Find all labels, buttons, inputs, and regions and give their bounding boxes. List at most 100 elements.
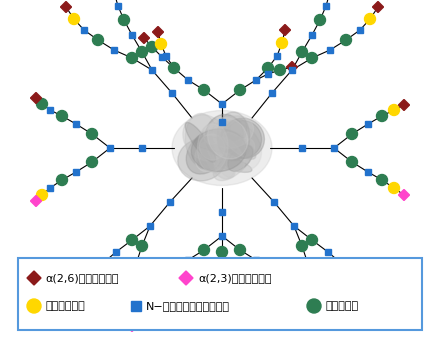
Circle shape bbox=[341, 34, 352, 46]
Ellipse shape bbox=[223, 118, 264, 158]
Circle shape bbox=[155, 38, 166, 50]
Circle shape bbox=[315, 15, 326, 26]
Bar bbox=[81, 27, 87, 33]
Circle shape bbox=[275, 290, 286, 302]
Ellipse shape bbox=[196, 130, 218, 158]
Circle shape bbox=[307, 52, 318, 64]
Text: ガラクトース: ガラクトース bbox=[45, 301, 85, 311]
Circle shape bbox=[364, 14, 375, 24]
Circle shape bbox=[307, 299, 321, 313]
Ellipse shape bbox=[210, 121, 231, 143]
Circle shape bbox=[87, 129, 98, 139]
Text: α(2,3)結合シアル酸: α(2,3)結合シアル酸 bbox=[198, 273, 271, 283]
Polygon shape bbox=[61, 1, 72, 13]
Ellipse shape bbox=[201, 152, 252, 172]
Text: マンノース: マンノース bbox=[325, 301, 358, 311]
Bar bbox=[185, 257, 191, 263]
Circle shape bbox=[276, 37, 287, 49]
Ellipse shape bbox=[213, 131, 239, 179]
Polygon shape bbox=[157, 303, 168, 313]
Bar bbox=[327, 47, 333, 53]
Circle shape bbox=[216, 246, 227, 257]
Circle shape bbox=[81, 283, 92, 293]
Ellipse shape bbox=[217, 134, 244, 155]
Polygon shape bbox=[139, 33, 150, 44]
Circle shape bbox=[125, 306, 136, 318]
Polygon shape bbox=[30, 195, 41, 206]
Ellipse shape bbox=[178, 139, 226, 181]
Ellipse shape bbox=[228, 145, 253, 171]
Circle shape bbox=[389, 104, 400, 116]
Circle shape bbox=[307, 274, 318, 286]
Bar bbox=[219, 209, 225, 215]
Ellipse shape bbox=[185, 114, 220, 168]
Ellipse shape bbox=[203, 134, 237, 179]
Bar bbox=[165, 281, 171, 287]
Bar bbox=[89, 273, 95, 279]
Polygon shape bbox=[399, 100, 410, 110]
Bar bbox=[219, 101, 225, 107]
Circle shape bbox=[307, 235, 318, 245]
Bar bbox=[73, 169, 79, 175]
Ellipse shape bbox=[186, 131, 227, 174]
Circle shape bbox=[263, 267, 274, 277]
Bar bbox=[133, 261, 139, 267]
Text: α(2,6)結合シアル酸: α(2,6)結合シアル酸 bbox=[45, 273, 118, 283]
Ellipse shape bbox=[194, 137, 237, 152]
Bar bbox=[299, 145, 305, 151]
Circle shape bbox=[69, 14, 80, 24]
Circle shape bbox=[147, 41, 158, 52]
Bar bbox=[365, 121, 371, 127]
Circle shape bbox=[136, 47, 147, 57]
Bar bbox=[147, 223, 153, 229]
Bar bbox=[127, 293, 133, 299]
Circle shape bbox=[235, 244, 246, 255]
Bar bbox=[18, 258, 422, 330]
Ellipse shape bbox=[213, 138, 255, 181]
Circle shape bbox=[275, 65, 286, 75]
Bar bbox=[349, 273, 355, 279]
Circle shape bbox=[297, 240, 308, 252]
Circle shape bbox=[127, 274, 138, 286]
Bar bbox=[289, 67, 295, 73]
Circle shape bbox=[96, 258, 107, 270]
Ellipse shape bbox=[217, 112, 249, 161]
Polygon shape bbox=[279, 24, 290, 35]
Ellipse shape bbox=[197, 146, 249, 165]
Circle shape bbox=[127, 235, 138, 245]
Ellipse shape bbox=[203, 134, 230, 159]
Ellipse shape bbox=[215, 137, 244, 171]
Circle shape bbox=[235, 85, 246, 96]
Bar bbox=[115, 3, 121, 9]
Bar bbox=[47, 107, 53, 113]
Text: N−アセチルグルコサミン: N−アセチルグルコサミン bbox=[146, 301, 230, 311]
Bar bbox=[167, 199, 173, 205]
Ellipse shape bbox=[196, 139, 212, 170]
Circle shape bbox=[347, 156, 357, 168]
Circle shape bbox=[263, 63, 274, 73]
Circle shape bbox=[377, 174, 388, 186]
Bar bbox=[274, 53, 280, 59]
Bar bbox=[253, 257, 259, 263]
Bar bbox=[219, 233, 225, 239]
Bar bbox=[273, 281, 279, 287]
Ellipse shape bbox=[207, 127, 231, 162]
Circle shape bbox=[118, 15, 129, 26]
Circle shape bbox=[297, 47, 308, 57]
Ellipse shape bbox=[208, 117, 248, 159]
Circle shape bbox=[311, 305, 322, 316]
Ellipse shape bbox=[185, 122, 216, 162]
Ellipse shape bbox=[204, 124, 221, 144]
Ellipse shape bbox=[198, 153, 228, 169]
Ellipse shape bbox=[203, 130, 221, 164]
Circle shape bbox=[337, 258, 348, 270]
Ellipse shape bbox=[209, 120, 242, 159]
Circle shape bbox=[389, 183, 400, 193]
Ellipse shape bbox=[198, 123, 228, 172]
Circle shape bbox=[198, 85, 209, 96]
Bar bbox=[357, 27, 363, 33]
Bar bbox=[149, 67, 155, 73]
Bar bbox=[163, 53, 169, 59]
Circle shape bbox=[158, 290, 169, 302]
Polygon shape bbox=[30, 92, 41, 103]
